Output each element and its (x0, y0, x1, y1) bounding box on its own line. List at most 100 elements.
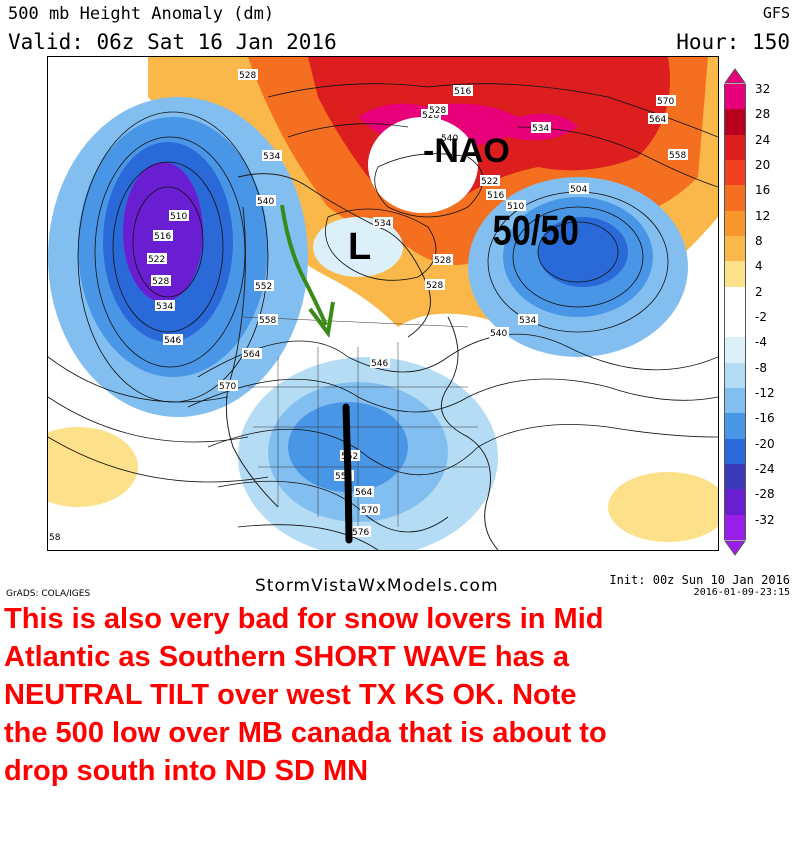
contour-label-text: 522 (148, 255, 165, 265)
color-scale-label: 24 (755, 132, 771, 147)
contour-label: 516 (153, 230, 173, 242)
color-scale-segment (724, 109, 746, 135)
contour-label: 540 (256, 195, 276, 207)
contour-label-text: 528 (239, 71, 256, 81)
trajectory-arrow (280, 204, 328, 326)
nao-annotation: -NAO (423, 132, 510, 170)
contour-label-text: 534 (519, 316, 536, 326)
contour-label: 552 (254, 280, 274, 292)
contour-label-text: 558 (259, 316, 276, 326)
height-contours (48, 83, 718, 550)
warm-patch-pacific (48, 427, 138, 507)
contour-label: 534 (373, 217, 393, 229)
trajectory-arrow-head (308, 301, 335, 338)
cold-anomaly-5050-core (538, 217, 628, 287)
grads-credit: GrADS: COLA/IGES (6, 589, 91, 599)
contour-label: 516 (453, 85, 473, 97)
contour-label-text: 504 (570, 185, 587, 195)
contour-label-text: 570 (657, 97, 674, 107)
color-scale-segment (724, 160, 746, 186)
contour-label-text: 540 (441, 134, 458, 144)
color-scale (724, 84, 746, 540)
contour-label-text: 534 (263, 152, 280, 162)
color-scale-label: 4 (755, 259, 763, 274)
color-scale-segment (724, 236, 746, 262)
forecast-hour: Hour: 150 (676, 30, 790, 54)
map-title: 500 mb Height Anomaly (dm) (8, 4, 275, 24)
contour-label: 522 (480, 175, 500, 187)
contour-label: 516 (486, 189, 506, 201)
contour-label: 558 (668, 149, 688, 161)
contour-label-text: 534 (374, 219, 391, 229)
contour-label-text: 516 (454, 87, 471, 97)
manitoba-low-area (313, 217, 403, 277)
color-scale-segment (724, 362, 746, 388)
color-scale-segment (724, 489, 746, 515)
analysis-comment: This is also very bad for snow lovers in… (4, 603, 607, 787)
contour-label-text: 576 (352, 528, 369, 538)
contour-label: 534 (518, 314, 538, 326)
run-stamp: 2016-01-09-23:15 (693, 587, 790, 598)
color-scale-segment (724, 413, 746, 439)
color-scale-segment (724, 134, 746, 160)
color-scale-segment (724, 84, 746, 110)
contour-label-text: 564 (649, 115, 666, 125)
contour-label: 534 (262, 150, 282, 162)
contour-label-text: 570 (219, 382, 236, 392)
site-credit: StormVistaWxModels.com (255, 576, 499, 596)
contour-label: 528 (425, 279, 445, 291)
color-scale-label: -32 (755, 512, 775, 527)
color-scale-label: -24 (755, 462, 775, 476)
scale-up-arrow-icon (724, 68, 746, 84)
contour-label: 570 (218, 380, 238, 392)
color-scale-label: -4 (755, 335, 767, 350)
contour-label: 528 (433, 254, 453, 266)
contour-label-text: 540 (257, 197, 274, 207)
contour-label-text: 558 (335, 472, 352, 482)
contour-label-text: 528 (434, 256, 451, 266)
color-scale-label: 32 (755, 82, 771, 96)
model-name: GFS (762, 4, 790, 22)
color-scale-label: 8 (755, 234, 763, 248)
fifty-fifty-annotation: 50/50 (492, 208, 578, 255)
contour-label: 528 (428, 104, 448, 116)
color-scale-label: 16 (755, 183, 771, 198)
contour-label-text: 528 (429, 106, 446, 116)
contour-label: 558 (334, 470, 354, 482)
contour-label-text: 516 (154, 232, 171, 242)
coastline-east (440, 316, 499, 550)
color-scale-label: -20 (755, 436, 775, 451)
contour-label: 522 (147, 253, 167, 265)
contour-label: 528 (238, 69, 258, 81)
contour-label-text: 516 (487, 191, 504, 201)
valid-time: Valid: 06z Sat 16 Jan 2016 (8, 30, 337, 54)
contour-label: 510 (506, 200, 526, 212)
contour-label-text: 510 (170, 212, 187, 222)
color-scale-segment (724, 286, 746, 312)
contour-label: 570 (656, 95, 676, 107)
color-scale-segment (724, 312, 746, 338)
contour-label-layer: 5285165285345405285225165105045705645585… (48, 69, 688, 543)
contour-label-text: 534 (156, 302, 173, 312)
color-scale-segment (724, 514, 746, 540)
contour-label-text: 546 (164, 336, 181, 346)
color-scale-segment (724, 388, 746, 414)
contour-label: 564 (242, 348, 262, 360)
color-scale-label: 2 (755, 284, 763, 299)
color-scale-label: -8 (755, 360, 767, 375)
contour-label-text: 558 (669, 151, 686, 161)
contour-label-text: 522 (481, 177, 498, 187)
color-scale-label: -16 (755, 411, 775, 426)
anomaly-map: 528 516 528 534 540 528 522 516 510 504 570 564 558 5… (47, 56, 719, 551)
contour-label-text: 564 (355, 488, 372, 498)
contour-label-text: 528 (426, 281, 443, 291)
color-scale-label: 12 (755, 208, 771, 223)
contour-label-text: 58 (49, 533, 61, 543)
color-scale-label: 28 (755, 107, 771, 122)
contour-label: 534 (531, 122, 551, 134)
contour-label-text: 528 (152, 277, 169, 287)
color-scale-label: -28 (755, 487, 775, 502)
contour-label-text: 540 (490, 329, 507, 339)
contour-label-text: 528 (422, 111, 439, 121)
trough-axis-line (342, 403, 353, 544)
